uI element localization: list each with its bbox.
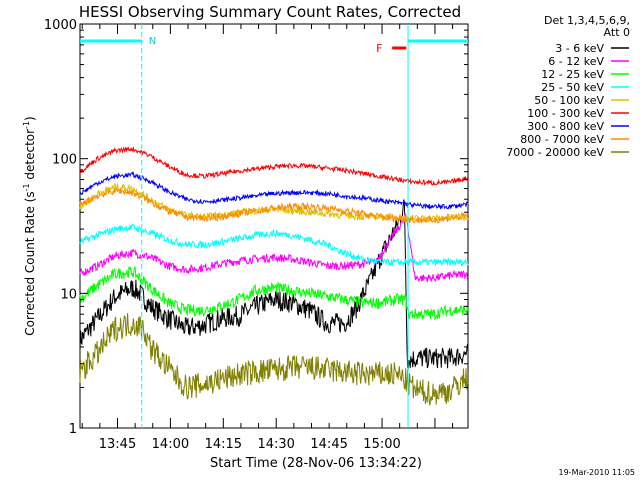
legend-label-4: 25 - 50 keV [541,81,604,94]
legend-header-line2: Att 0 [604,26,630,39]
y-axis-label: Corrected Count Rate (s-1 detector-1) [22,116,37,335]
series-line-6 [79,146,469,187]
flare-label: F [376,42,382,55]
series-layer [79,146,469,406]
night-label: N [149,36,156,47]
series-line-2 [79,211,469,283]
series-line-9 [79,313,469,406]
x-tick-label: 15:00 [363,437,400,452]
y-axis: 1 10 100 1000 [44,18,468,437]
x-axis-label: Start Time (28-Nov-06 13:34:22) [210,456,422,471]
legend-label-7: 300 - 800 keV [527,120,604,133]
series-line-4 [79,223,469,267]
night-markers: NF [80,24,468,428]
y-tick-label: 1 [69,422,77,437]
x-tick-label: 13:45 [99,437,136,452]
legend-header-line1: Det 1,3,4,5,6,9, [544,14,630,27]
x-tick-label: 14:30 [257,437,294,452]
x-axis: 13:45 14:00 14:15 14:30 14:45 15:00 [81,24,454,452]
y-tick-label: 100 [52,153,77,168]
legend-label-5: 50 - 100 keV [534,94,604,107]
legend-label-2: 6 - 12 keV [548,55,604,68]
legend-label-6: 100 - 300 keV [527,107,604,120]
footer-timestamp: 19-Mar-2010 11:05 [559,468,636,477]
chart-title: HESSI Observing Summary Count Rates, Cor… [79,3,461,21]
series-line-1 [79,199,469,370]
legend-label-3: 12 - 25 keV [541,68,604,81]
x-tick-label: 14:15 [205,437,242,452]
series-line-8 [79,186,469,224]
x-tick-label: 14:00 [152,437,189,452]
legend-label-8: 800 - 7000 keV [520,133,604,146]
legend-label-9: 7000 - 20000 keV [506,146,604,159]
y-tick-label: 10 [60,287,77,302]
plot-frame [79,23,469,429]
series-line-3 [79,266,469,321]
y-tick-label: 1000 [44,18,77,33]
x-tick-label: 14:45 [310,437,347,452]
legend-label-1: 3 - 6 keV [555,42,604,55]
series-line-7 [79,171,469,211]
